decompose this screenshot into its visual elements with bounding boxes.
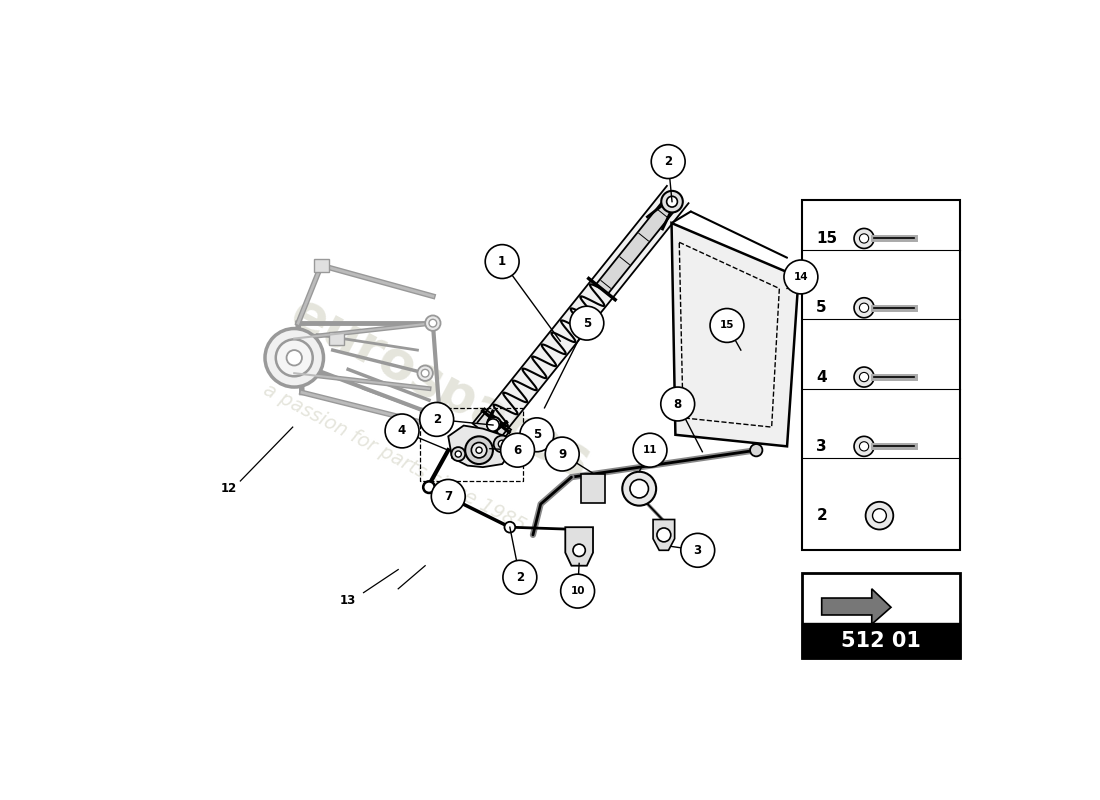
Polygon shape <box>803 623 960 658</box>
Polygon shape <box>329 332 344 345</box>
Text: 2: 2 <box>816 508 827 523</box>
Circle shape <box>667 196 678 207</box>
Circle shape <box>854 367 874 387</box>
Circle shape <box>561 574 595 608</box>
Circle shape <box>711 309 744 342</box>
Text: 12: 12 <box>221 482 236 495</box>
Text: 9: 9 <box>558 447 566 461</box>
Circle shape <box>661 191 683 213</box>
Circle shape <box>276 339 312 376</box>
Circle shape <box>634 434 667 467</box>
Circle shape <box>418 366 433 381</box>
Circle shape <box>498 440 506 448</box>
Text: 2: 2 <box>664 155 672 168</box>
Text: 1: 1 <box>498 255 506 268</box>
Circle shape <box>503 560 537 594</box>
Circle shape <box>455 451 461 457</box>
Polygon shape <box>582 474 605 503</box>
Circle shape <box>681 534 715 567</box>
Text: 15: 15 <box>719 321 734 330</box>
Text: eurospares: eurospares <box>282 287 600 490</box>
Text: 512 01: 512 01 <box>842 631 922 651</box>
Circle shape <box>570 306 604 340</box>
Circle shape <box>505 522 515 533</box>
Circle shape <box>630 479 649 498</box>
Circle shape <box>385 414 419 448</box>
Circle shape <box>859 442 869 451</box>
Circle shape <box>859 234 869 243</box>
Polygon shape <box>803 574 960 658</box>
Circle shape <box>424 482 434 493</box>
Circle shape <box>651 145 685 178</box>
Polygon shape <box>449 426 510 467</box>
Circle shape <box>286 350 301 366</box>
Circle shape <box>487 419 499 431</box>
Circle shape <box>657 528 671 542</box>
Circle shape <box>265 329 323 387</box>
Text: a passion for parts since 1985: a passion for parts since 1985 <box>260 380 529 535</box>
Circle shape <box>485 245 519 278</box>
Circle shape <box>520 418 553 452</box>
Circle shape <box>422 481 436 494</box>
Text: 6: 6 <box>514 444 521 457</box>
Circle shape <box>784 260 818 294</box>
Circle shape <box>476 447 482 454</box>
Polygon shape <box>803 200 960 550</box>
Circle shape <box>465 436 493 464</box>
Polygon shape <box>473 409 512 445</box>
Circle shape <box>854 229 874 249</box>
Text: 2: 2 <box>516 570 524 584</box>
Circle shape <box>429 319 437 327</box>
Circle shape <box>859 303 869 312</box>
Circle shape <box>472 442 486 458</box>
Circle shape <box>859 373 869 382</box>
Text: 15: 15 <box>816 231 837 246</box>
Polygon shape <box>653 519 674 550</box>
Circle shape <box>487 417 500 430</box>
Circle shape <box>425 315 440 331</box>
Circle shape <box>623 472 656 506</box>
Polygon shape <box>671 223 799 446</box>
Circle shape <box>866 502 893 530</box>
Text: 3: 3 <box>816 439 827 454</box>
Polygon shape <box>596 202 674 294</box>
Circle shape <box>661 387 695 421</box>
Circle shape <box>500 434 535 467</box>
Circle shape <box>437 423 444 431</box>
Circle shape <box>872 509 887 522</box>
Circle shape <box>451 447 465 461</box>
Circle shape <box>421 370 429 377</box>
Polygon shape <box>314 259 329 271</box>
Text: 10: 10 <box>571 586 585 596</box>
Text: 5: 5 <box>816 300 827 315</box>
Text: 8: 8 <box>673 398 682 410</box>
Text: 4: 4 <box>398 425 406 438</box>
Text: 2: 2 <box>432 413 441 426</box>
Circle shape <box>420 402 453 436</box>
Polygon shape <box>477 186 689 440</box>
Text: 7: 7 <box>444 490 452 503</box>
Circle shape <box>573 544 585 557</box>
Circle shape <box>546 437 580 471</box>
Text: 14: 14 <box>793 272 808 282</box>
Polygon shape <box>565 527 593 566</box>
Circle shape <box>854 298 874 318</box>
Text: 13: 13 <box>340 594 356 607</box>
Circle shape <box>750 444 762 456</box>
Text: 5: 5 <box>532 428 541 442</box>
Text: 3: 3 <box>694 544 702 557</box>
Text: 4: 4 <box>816 370 827 385</box>
Circle shape <box>494 435 510 453</box>
Circle shape <box>431 479 465 514</box>
Polygon shape <box>822 589 891 624</box>
Text: 11: 11 <box>642 445 657 455</box>
Circle shape <box>854 436 874 456</box>
Circle shape <box>433 419 449 434</box>
Text: 5: 5 <box>583 317 591 330</box>
